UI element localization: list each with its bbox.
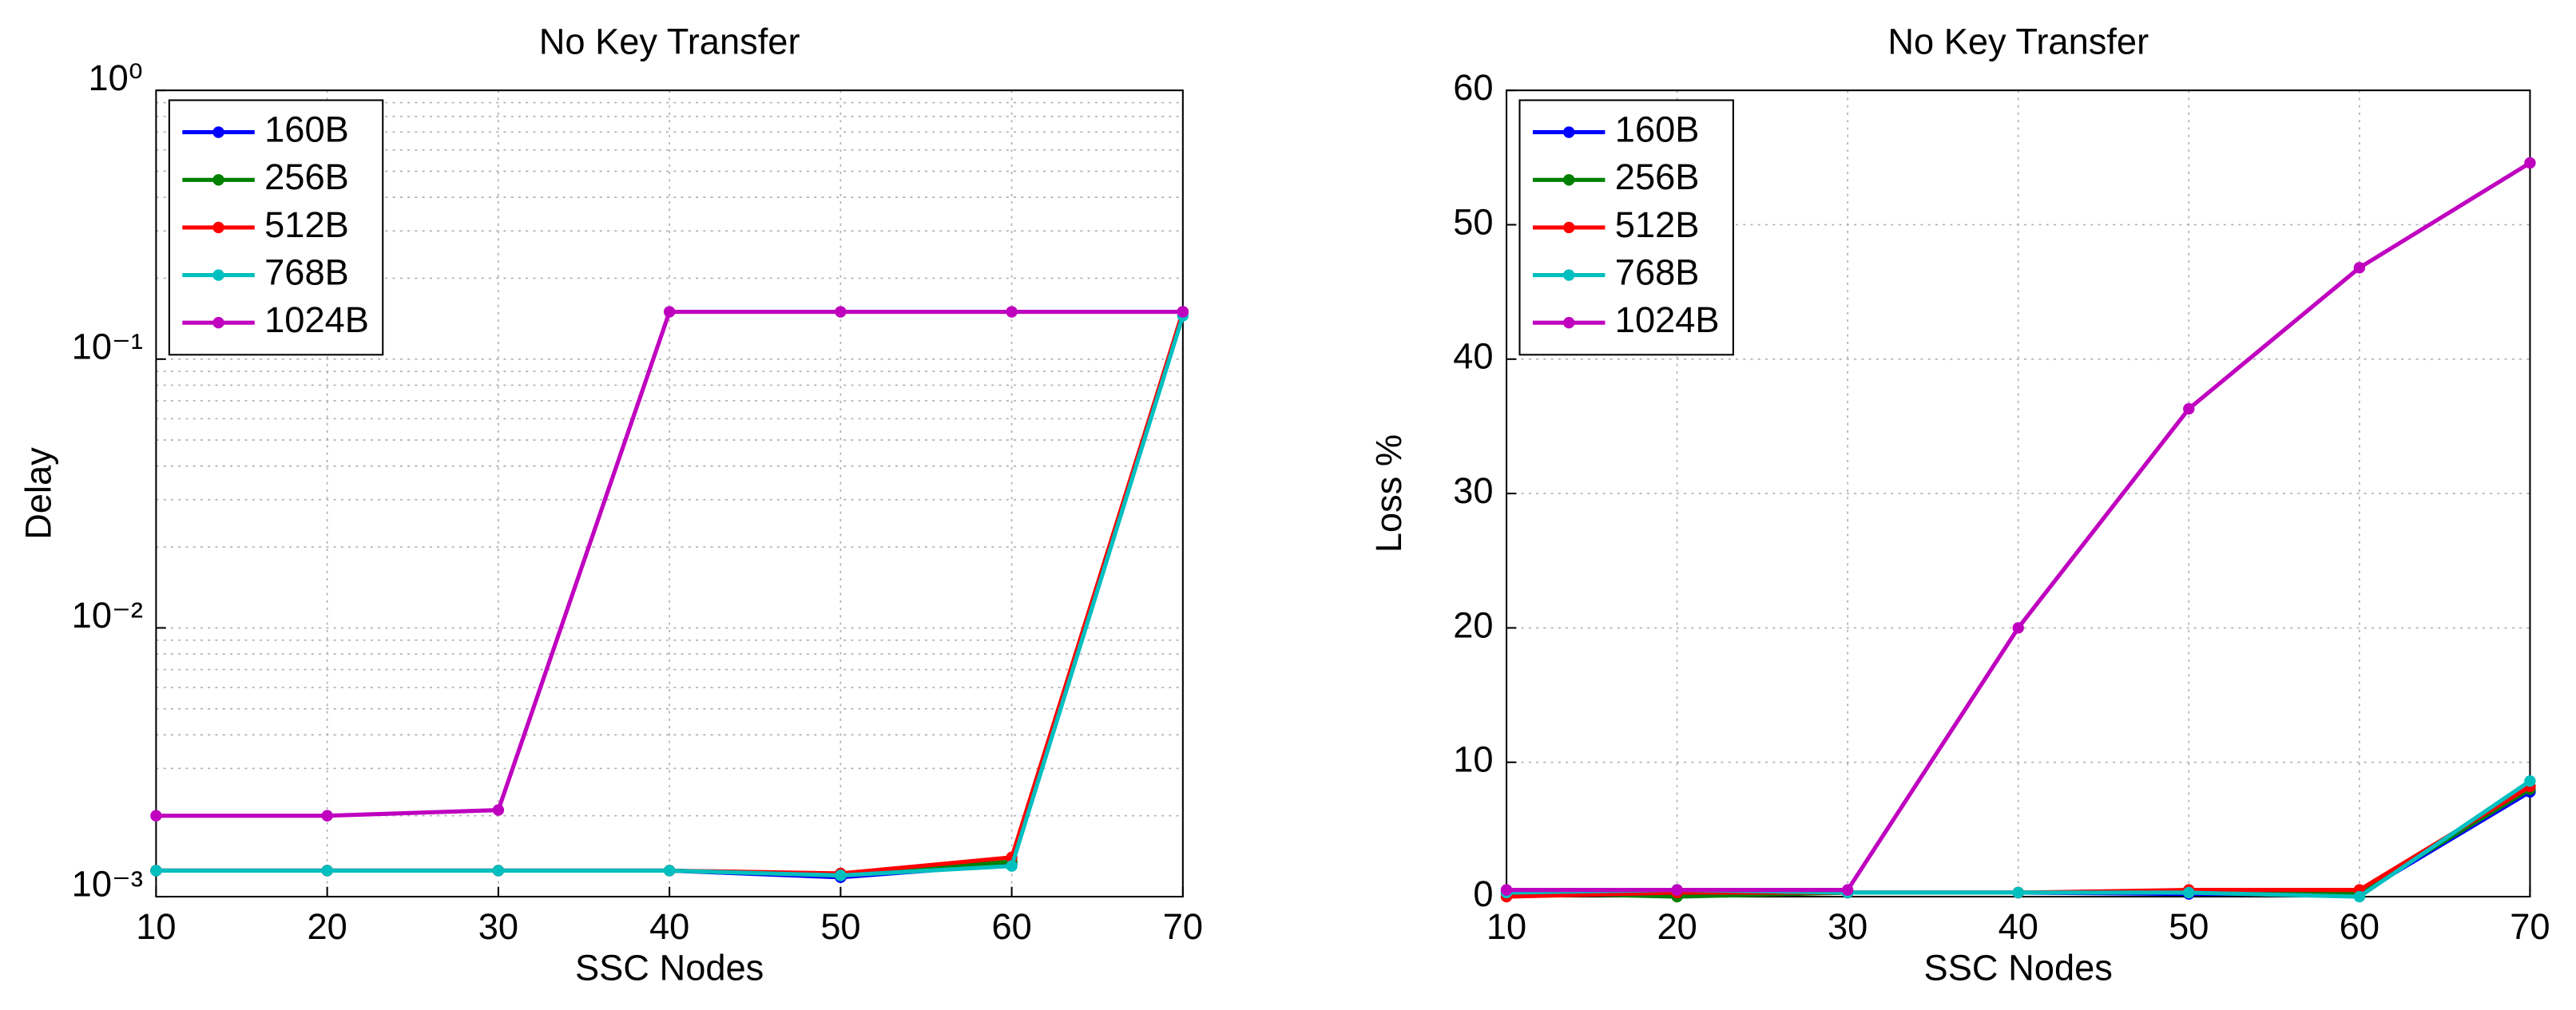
data-point [1500,884,1513,896]
data-point [2524,156,2536,169]
x-tick-label: 40 [649,906,689,947]
data-point [663,306,676,318]
legend-marker [1563,221,1575,234]
legend-marker [212,221,224,234]
x-tick-label: 20 [1657,906,1697,947]
y-tick-label: 10⁻² [72,595,143,636]
data-point [2183,886,2195,899]
legend-marker [1563,126,1575,138]
y-tick-label: 10⁻³ [72,864,143,905]
legend-label: 768B [1615,252,1700,293]
data-point [1671,884,1683,896]
legend-marker [212,174,224,186]
y-tick-label: 10⁰ [88,57,142,98]
legend-label: 1024B [264,299,369,340]
data-point [1006,860,1018,872]
x-axis-label: SSC Nodes [575,948,764,988]
x-tick-label: 70 [2510,906,2550,947]
y-tick-label: 0 [1473,873,1493,914]
legend-label: 1024B [1615,299,1720,340]
data-point [2353,262,2366,274]
legend-label: 256B [1615,156,1700,197]
y-tick-label: 60 [1453,67,1493,108]
y-axis-label: Loss % [1368,434,1409,553]
y-tick-label: 10⁻¹ [72,326,143,366]
y-tick-label: 10 [1453,739,1493,780]
data-point [1177,306,1189,318]
chart-title: No Key Transfer [539,22,800,62]
x-tick-label: 10 [1486,906,1526,947]
x-tick-label: 60 [2340,906,2380,947]
legend-marker [1563,317,1575,329]
legend-label: 256B [264,156,349,197]
x-axis-label: SSC Nodes [1924,948,2113,988]
x-tick-label: 50 [820,906,860,947]
data-point [2012,886,2024,899]
x-tick-label: 70 [1163,906,1203,947]
data-point [321,865,333,877]
data-point [2353,890,2366,903]
data-point [492,865,505,877]
y-tick-label: 20 [1453,604,1493,645]
data-point [2012,622,2024,634]
x-tick-label: 30 [1828,906,1868,947]
data-point [2524,775,2536,787]
legend-marker [212,269,224,281]
x-tick-label: 40 [1998,906,2038,947]
data-point [835,306,847,318]
data-point [492,804,505,816]
data-point [2183,402,2195,415]
data-point [150,865,162,877]
y-tick-label: 30 [1453,470,1493,511]
data-point [663,865,676,877]
y-axis-label: Delay [18,447,58,540]
legend-marker [1563,174,1575,186]
y-tick-label: 50 [1453,201,1493,242]
axes-frame [155,89,1184,898]
legend-label: 160B [1615,109,1700,150]
x-tick-label: 10 [136,906,176,947]
data-point [321,810,333,822]
legend-marker [212,317,224,329]
x-tick-label: 20 [307,906,347,947]
y-tick-label: 40 [1453,336,1493,377]
x-tick-label: 30 [478,906,518,947]
x-tick-label: 50 [2169,906,2209,947]
legend-label: 768B [264,252,349,293]
data-point [150,810,162,822]
x-tick-label: 60 [991,906,1031,947]
legend-marker [212,126,224,138]
legend-label: 512B [1615,204,1700,245]
data-point [1841,884,1854,896]
data-point [835,869,847,881]
legend-marker [1563,269,1575,281]
legend-label: 512B [264,204,349,245]
data-point [1006,306,1018,318]
legend-label: 160B [264,109,349,150]
chart-title: No Key Transfer [1887,22,2149,62]
